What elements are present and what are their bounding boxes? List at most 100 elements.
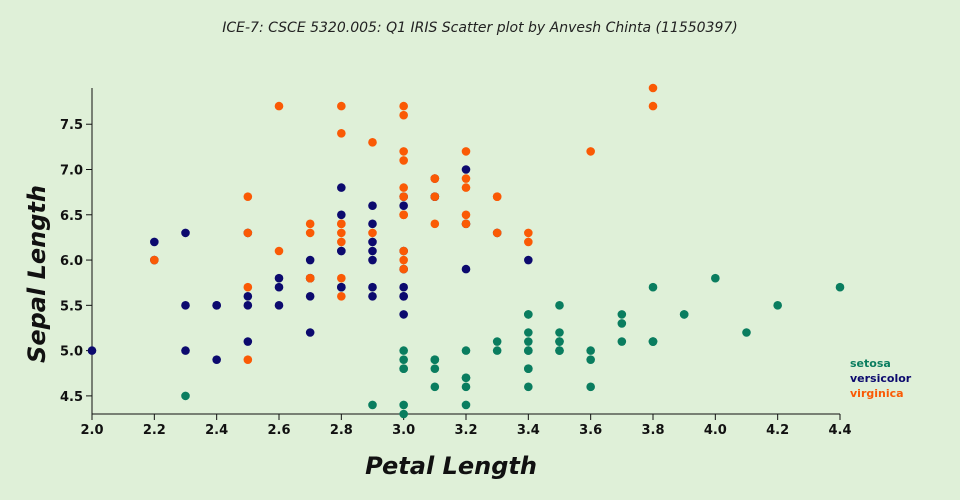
setosa-point	[399, 400, 408, 410]
virginica-point	[648, 83, 658, 93]
virginica-point	[399, 183, 408, 192]
virginica-point	[524, 228, 533, 238]
versicolor-point	[243, 291, 253, 301]
y-tick-label: 5.0	[60, 345, 83, 360]
y-axis-label: Sepal Length	[23, 185, 51, 363]
legend-item-setosa: setosa	[850, 357, 891, 370]
virginica-point	[337, 237, 346, 247]
series-versicolor	[87, 165, 533, 364]
setosa-point	[430, 355, 440, 364]
y-tick-label: 6.0	[60, 254, 83, 269]
setosa-point	[679, 310, 689, 319]
versicolor-point	[368, 282, 377, 292]
setosa-point	[492, 337, 502, 346]
virginica-point	[492, 228, 502, 238]
versicolor-point	[524, 255, 533, 265]
y-tick-label: 7.0	[60, 164, 83, 179]
x-tick-label: 2.0	[80, 423, 103, 438]
setosa-point	[648, 337, 658, 346]
setosa-point	[461, 382, 471, 392]
virginica-point	[337, 291, 346, 301]
virginica-point	[399, 246, 408, 256]
virginica-point	[399, 210, 408, 220]
virginica-point	[399, 192, 408, 201]
versicolor-point	[212, 355, 221, 364]
versicolor-point	[212, 301, 221, 310]
versicolor-point	[368, 237, 377, 247]
setosa-point	[555, 346, 564, 355]
versicolor-point	[368, 246, 377, 256]
setosa-point	[617, 319, 627, 328]
legend: setosa versicolor virginica	[850, 357, 912, 400]
setosa-point	[773, 301, 782, 310]
setosa-point	[524, 328, 533, 337]
setosa-point	[430, 364, 440, 374]
setosa-point	[711, 273, 720, 283]
x-tick-label: 4.4	[828, 423, 851, 438]
virginica-point	[461, 174, 471, 183]
virginica-point	[337, 219, 346, 229]
virginica-point	[337, 101, 346, 111]
x-tick-label: 2.4	[205, 423, 228, 438]
virginica-point	[586, 147, 595, 156]
series-virginica	[150, 83, 658, 364]
setosa-point	[555, 301, 564, 310]
setosa-point	[524, 382, 533, 392]
versicolor-point	[305, 255, 315, 265]
setosa-point	[461, 346, 471, 355]
x-tick-label: 2.2	[143, 423, 166, 438]
x-axis-label: Petal Length	[365, 452, 537, 480]
versicolor-point	[461, 165, 471, 174]
virginica-point	[461, 219, 471, 229]
setosa-point	[492, 346, 502, 355]
legend-item-versicolor: versicolor	[850, 372, 912, 385]
virginica-point	[243, 282, 253, 292]
virginica-point	[399, 110, 408, 120]
virginica-point	[399, 101, 408, 111]
virginica-point	[399, 255, 408, 265]
versicolor-point	[274, 282, 284, 292]
setosa-point	[524, 346, 533, 355]
versicolor-point	[181, 346, 190, 355]
series-setosa	[181, 273, 845, 419]
virginica-point	[399, 156, 408, 165]
virginica-point	[150, 255, 159, 265]
setosa-point	[399, 409, 408, 419]
setosa-point	[461, 400, 471, 410]
virginica-point	[648, 101, 658, 111]
versicolor-point	[368, 255, 377, 265]
setosa-point	[461, 373, 471, 383]
virginica-point	[461, 147, 471, 156]
setosa-point	[586, 346, 595, 355]
versicolor-point	[305, 328, 315, 337]
versicolor-point	[337, 282, 346, 292]
virginica-point	[430, 192, 440, 201]
setosa-point	[555, 328, 564, 337]
setosa-point	[368, 400, 377, 410]
x-tick-label: 3.4	[517, 423, 540, 438]
virginica-point	[524, 237, 533, 247]
setosa-point	[399, 355, 408, 364]
setosa-point	[555, 337, 564, 346]
versicolor-point	[337, 183, 346, 192]
versicolor-point	[274, 301, 284, 310]
versicolor-point	[461, 264, 471, 274]
legend-item-virginica: virginica	[850, 387, 904, 400]
virginica-point	[305, 219, 315, 229]
versicolor-point	[337, 246, 346, 256]
virginica-point	[399, 147, 408, 156]
versicolor-point	[181, 301, 190, 310]
versicolor-point	[368, 219, 377, 229]
x-tick-label: 3.6	[579, 423, 602, 438]
virginica-point	[305, 273, 315, 283]
virginica-point	[430, 219, 440, 229]
setosa-point	[399, 346, 408, 355]
virginica-point	[243, 355, 253, 364]
virginica-point	[337, 273, 346, 283]
x-tick-label: 3.2	[454, 423, 477, 438]
virginica-point	[399, 264, 408, 274]
virginica-point	[274, 101, 284, 111]
versicolor-point	[150, 237, 159, 247]
